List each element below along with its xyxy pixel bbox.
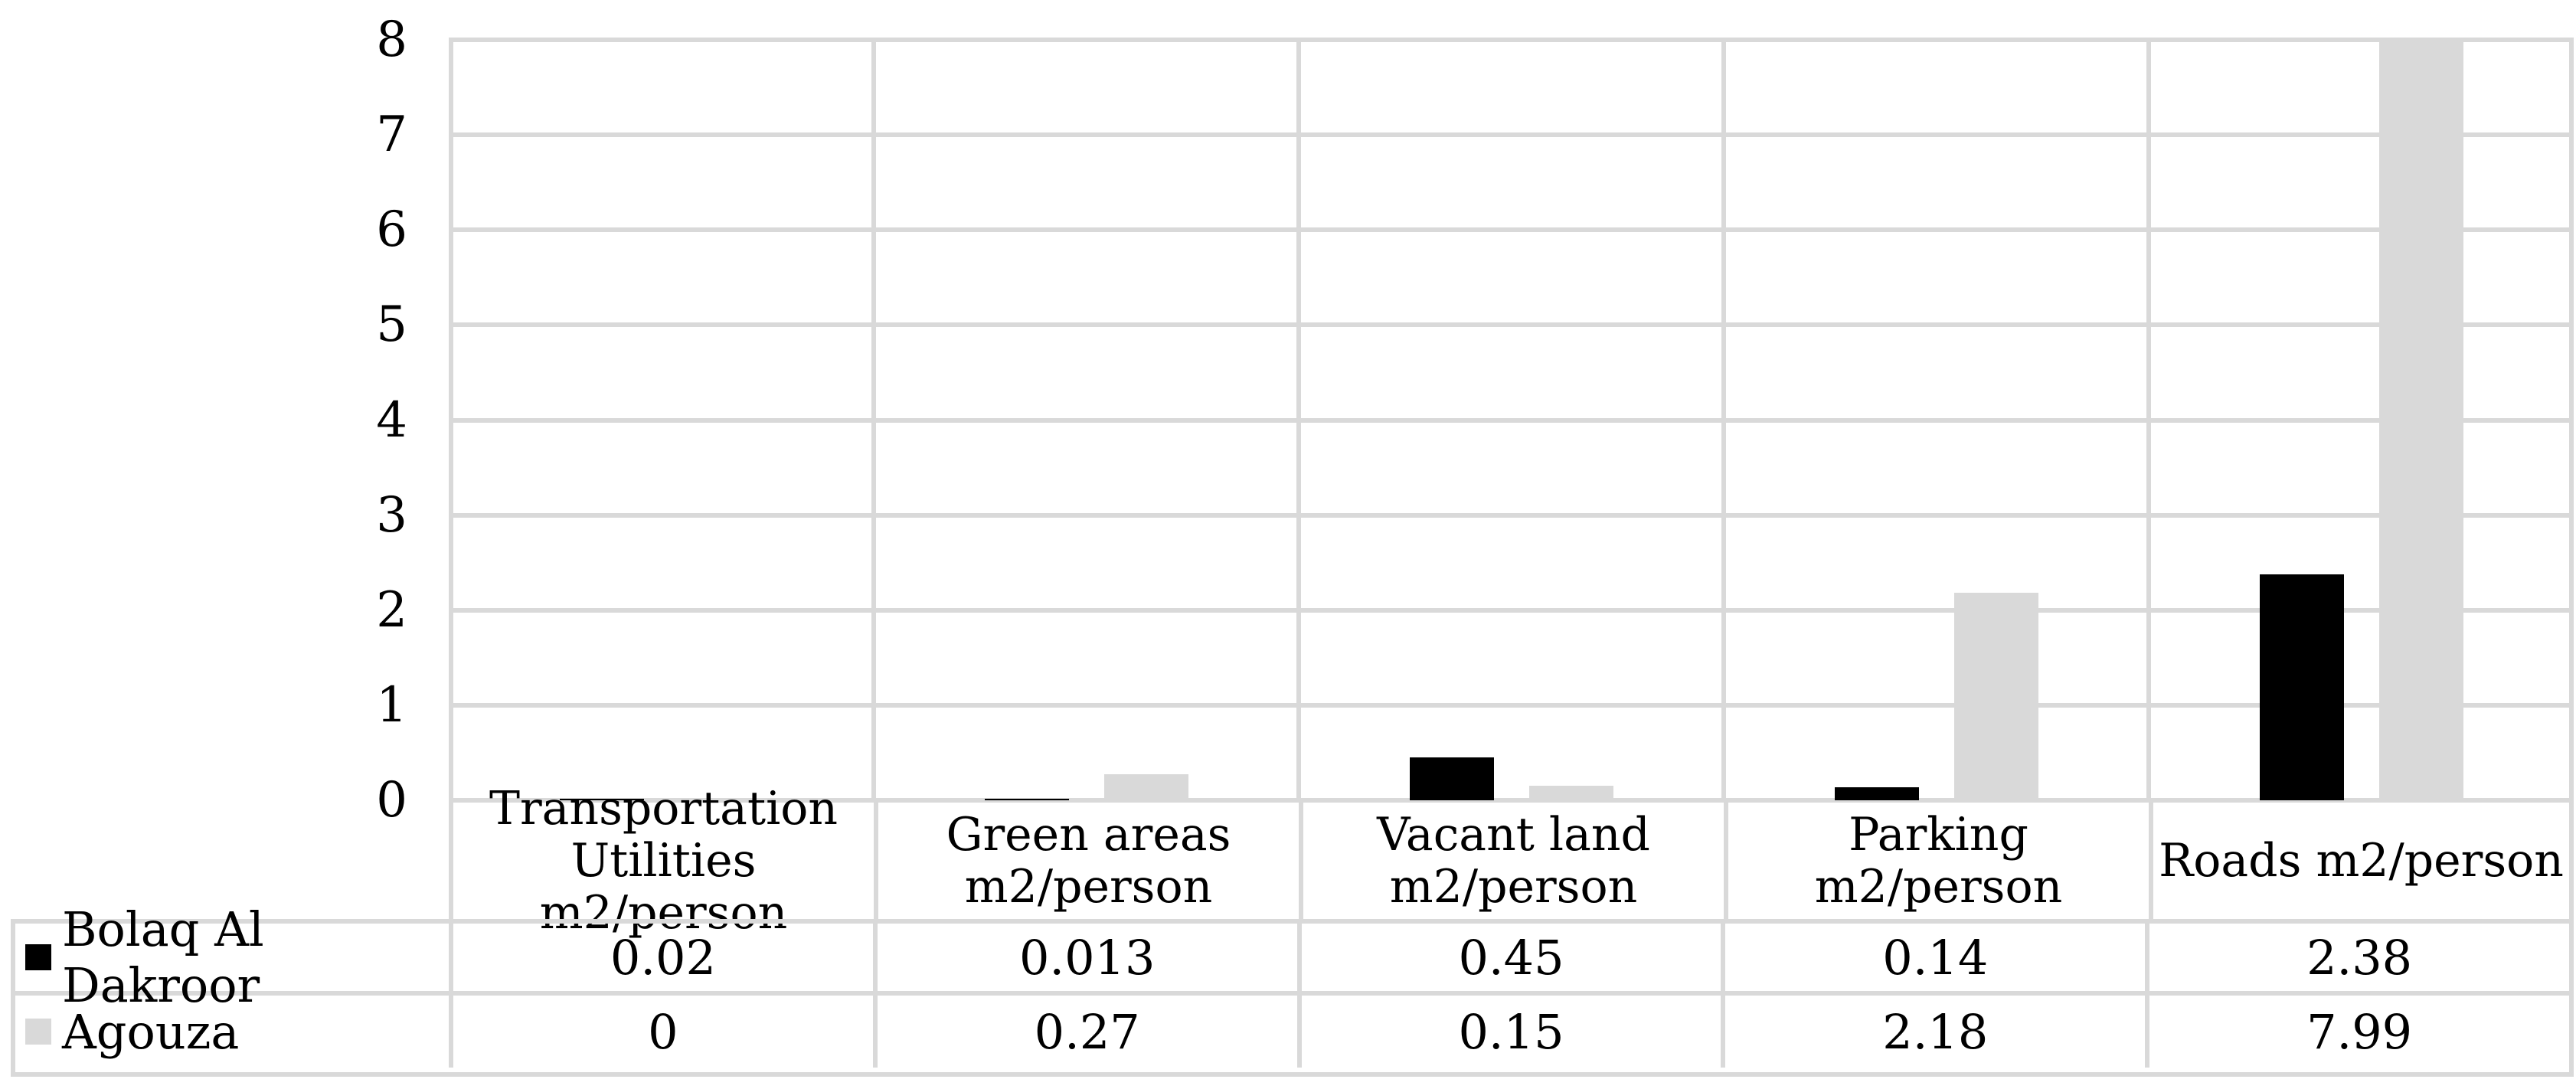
category-label-vacant-land-m2-person: Vacant land m2/person xyxy=(1299,803,1724,919)
category-cell-green-areas-m2-person xyxy=(874,38,1299,803)
category-cell-parking-m2-person xyxy=(1724,38,2149,803)
category-label-line: Vacant land xyxy=(1377,808,1650,862)
category-label-line: Roads m2/person xyxy=(2159,834,2564,888)
gridline-horizontal xyxy=(449,703,2574,708)
gridline-horizontal xyxy=(449,132,2574,137)
plot-area xyxy=(449,38,2574,803)
category-axis: Transportation Utilities m2/person Green a… xyxy=(449,783,2574,939)
category-label-line: m2/person xyxy=(1814,860,2063,914)
gridline-vertical xyxy=(1296,38,1301,803)
bar-agouza-parking-m2-person xyxy=(1953,593,2038,800)
y-tick-label-5: 5 xyxy=(376,296,407,353)
category-label-green-areas-m2-person: Green areas m2/person xyxy=(874,803,1299,919)
gridline-horizontal xyxy=(449,227,2574,232)
category-cell-roads-m2-person xyxy=(2149,38,2574,803)
bar-agouza-roads-m2-person xyxy=(2378,41,2463,800)
table-value-agouza-roads-m2-person: 7.99 xyxy=(2145,996,2569,1068)
y-tick-label-4: 4 xyxy=(376,392,407,449)
data-table: Bolaq Al Dakroor 0.02 0.013 0.45 0.14 2.38 Ago… xyxy=(11,901,2574,1077)
bar-agouza-green-areas-m2-person xyxy=(1103,774,1188,800)
table-value-bolaq-al-dakroor-transportation-utilities-m2-person: 0.02 xyxy=(449,924,873,996)
bar-bolaq-al-dakroor-green-areas-m2-person xyxy=(984,799,1069,800)
category-label-parking-m2-person: Parking m2/person xyxy=(1724,803,2149,919)
category-cell-vacant-land-m2-person xyxy=(1299,38,1724,803)
category-label-line: Green areas xyxy=(946,808,1231,862)
category-label-line: m2/person xyxy=(964,860,1213,914)
gridline-vertical xyxy=(2146,38,2151,803)
category-label-roads-m2-person: Roads m2/person xyxy=(2149,803,2574,919)
gridline-horizontal xyxy=(449,418,2574,423)
legend-swatch-bolaq-al-dakroor xyxy=(25,944,51,970)
legend-swatch-agouza xyxy=(25,1019,51,1045)
gridline-horizontal xyxy=(449,38,2574,42)
gridline-horizontal xyxy=(449,513,2574,518)
gridline-horizontal xyxy=(449,322,2574,327)
y-tick-label-0: 0 xyxy=(376,772,407,829)
bar-bolaq-al-dakroor-roads-m2-person xyxy=(2259,574,2344,800)
category-cell-transportation-utilities-m2-person xyxy=(449,38,874,803)
bar-bolaq-al-dakroor-parking-m2-person xyxy=(1834,787,1919,800)
table-value-agouza-green-areas-m2-person: 0.27 xyxy=(872,996,1297,1068)
bar-bolaq-al-dakroor-transportation-utilities-m2-person xyxy=(559,799,644,800)
y-tick-label-6: 6 xyxy=(376,201,407,258)
series-name: Agouza xyxy=(62,1003,240,1060)
table-value-bolaq-al-dakroor-parking-m2-person: 0.14 xyxy=(1721,924,2146,996)
gridline-vertical xyxy=(871,38,876,803)
y-tick-label-8: 8 xyxy=(376,11,407,68)
table-value-bolaq-al-dakroor-roads-m2-person: 2.38 xyxy=(2145,924,2569,996)
gridline-horizontal xyxy=(449,798,2574,803)
category-label-line: Transportation xyxy=(489,782,839,836)
gridline-horizontal xyxy=(449,608,2574,613)
series-name: Bolaq Al Dakroor xyxy=(62,901,264,1013)
y-tick-label-1: 1 xyxy=(376,677,407,734)
gridline-vertical xyxy=(1721,38,1726,803)
gridline-vertical xyxy=(2569,38,2574,803)
category-label-line: m2/person xyxy=(1389,860,1638,914)
table-value-bolaq-al-dakroor-green-areas-m2-person: 0.013 xyxy=(872,924,1297,996)
category-label-transportation-utilities-m2-person: Transportation Utilities m2/person xyxy=(449,783,874,939)
category-label-line: Parking xyxy=(1849,808,2028,862)
table-value-agouza-vacant-land-m2-person: 0.15 xyxy=(1296,996,1721,1068)
y-tick-label-2: 2 xyxy=(376,582,407,639)
series-row-header-agouza: Agouza xyxy=(15,996,449,1068)
table-value-agouza-transportation-utilities-m2-person: 0 xyxy=(449,996,873,1068)
category-label-line: Utilities m2/person xyxy=(539,834,788,940)
y-tick-label-3: 3 xyxy=(376,487,407,544)
gridline-vertical xyxy=(449,38,453,803)
table-value-agouza-parking-m2-person: 2.18 xyxy=(1721,996,2145,1068)
bar-bolaq-al-dakroor-vacant-land-m2-person xyxy=(1409,757,1494,800)
series-row-header-bolaq-al-dakroor: Bolaq Al Dakroor xyxy=(15,901,449,1013)
table-value-bolaq-al-dakroor-vacant-land-m2-person: 0.45 xyxy=(1296,924,1721,996)
bar-agouza-vacant-land-m2-person xyxy=(1528,786,1613,800)
y-tick-label-7: 7 xyxy=(376,106,407,163)
